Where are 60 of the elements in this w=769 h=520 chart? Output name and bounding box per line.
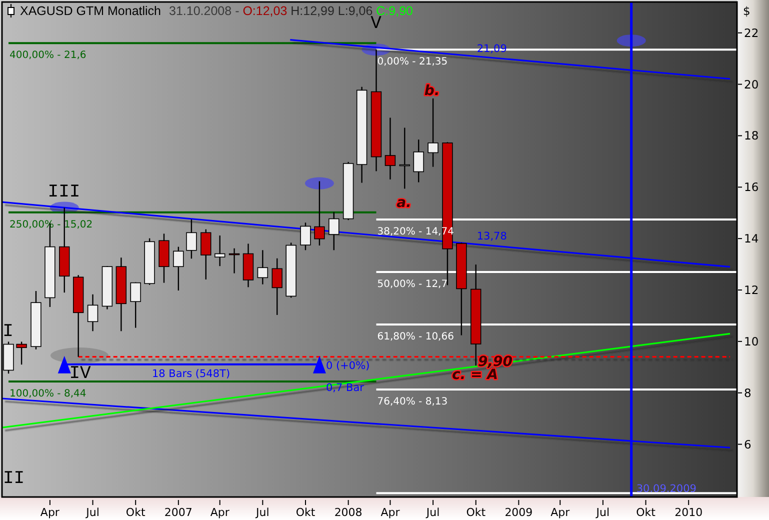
series-label: 13,78: [476, 230, 507, 243]
series-label: 50,00% - 12,7: [377, 279, 448, 290]
series-label: 76,40% - 8,13: [377, 396, 448, 408]
series-label: 100,00% - 8,44: [10, 388, 86, 400]
x-tick-label: Jul: [425, 506, 440, 519]
x-tick-label: Okt: [466, 506, 486, 519]
y-tick-label: 18: [744, 128, 759, 143]
x-tick-label: 2007: [164, 506, 192, 519]
candlestick: [413, 138, 424, 183]
x-tick-label: Okt: [126, 506, 146, 519]
x-tick-label: Jul: [85, 506, 100, 519]
annotation: I: [2, 322, 14, 342]
candlestick: [257, 250, 268, 285]
annotation: IV: [69, 364, 91, 384]
x-tick-label: Jul: [595, 506, 610, 519]
y-axis-title: $: [743, 4, 750, 18]
candlestick: [314, 180, 325, 246]
y-tick-label: 10: [744, 334, 759, 348]
y-tick-label: 14: [744, 232, 759, 246]
candlestick: [130, 282, 141, 328]
candlestick: [328, 211, 340, 251]
chart-title: XAGUSD GTM Monatlich: [20, 4, 162, 18]
y-tick-label: 8: [744, 386, 752, 400]
series-label: 61,80% - 10,66: [377, 331, 454, 342]
candlestick: [300, 222, 311, 251]
x-tick-label: Apr: [550, 506, 570, 519]
x-tick-label: Apr: [40, 506, 60, 519]
ref-line-label: 30.09.2009: [636, 483, 696, 495]
x-tick-label: 2009: [504, 506, 533, 519]
annotation: c. = A: [452, 367, 498, 383]
candlestick: [272, 258, 282, 316]
x-tick-label: 2008: [334, 506, 362, 519]
y-tick-label: 16: [744, 180, 759, 194]
annotation: 18 Bars (548T): [152, 368, 230, 380]
annotation: 0 (+0%): [326, 360, 370, 372]
x-tick-label: Okt: [296, 506, 316, 519]
x-tick-label: Okt: [636, 506, 656, 519]
candlestick: [87, 294, 98, 332]
candlestick: [186, 218, 197, 260]
y-tick-label: 12: [744, 283, 759, 297]
annotation: a.: [396, 195, 412, 211]
annotation: b.: [424, 83, 440, 99]
candlestick: [173, 246, 184, 292]
x-tick-label: Apr: [210, 506, 230, 519]
candlestick: [384, 117, 396, 180]
candlestick: [200, 228, 212, 280]
x-tick-label: 2010: [674, 506, 703, 519]
series-label: 400,00% - 21,6: [10, 50, 86, 62]
candlestick: [428, 98, 438, 168]
candlestick: [214, 234, 226, 267]
series-label: 0,00% - 21,35: [377, 56, 448, 68]
x-tick-label: Apr: [380, 506, 400, 519]
annotation: II: [3, 469, 25, 489]
annotation: 0,7 Bar: [326, 382, 365, 394]
annotation: III: [48, 182, 80, 202]
y-tick-label: 20: [744, 77, 759, 92]
y-tick-label: 6: [744, 437, 752, 452]
x-tick-label: Jul: [255, 506, 270, 519]
y-tick-label: 22: [744, 26, 759, 40]
candlestick: [16, 341, 27, 366]
